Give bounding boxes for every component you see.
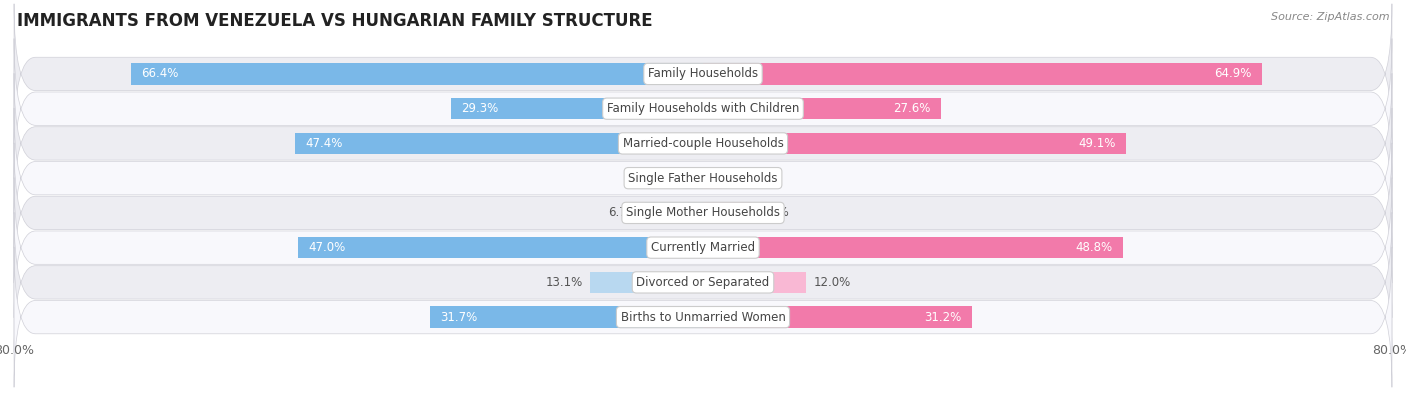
Bar: [703, 167, 721, 189]
Text: 12.0%: 12.0%: [813, 276, 851, 289]
Text: Married-couple Households: Married-couple Households: [623, 137, 783, 150]
Bar: [703, 237, 1123, 258]
Bar: [645, 202, 703, 224]
Text: Family Households: Family Households: [648, 68, 758, 81]
Bar: [703, 272, 807, 293]
Text: 66.4%: 66.4%: [142, 68, 179, 81]
Bar: [451, 98, 703, 119]
Text: 5.7%: 5.7%: [759, 207, 789, 219]
Text: IMMIGRANTS FROM VENEZUELA VS HUNGARIAN FAMILY STRUCTURE: IMMIGRANTS FROM VENEZUELA VS HUNGARIAN F…: [17, 12, 652, 30]
Bar: [703, 98, 941, 119]
Text: 48.8%: 48.8%: [1076, 241, 1114, 254]
Bar: [591, 272, 703, 293]
Text: 31.2%: 31.2%: [924, 310, 962, 324]
Text: Currently Married: Currently Married: [651, 241, 755, 254]
FancyBboxPatch shape: [14, 143, 1392, 283]
FancyBboxPatch shape: [14, 73, 1392, 214]
FancyBboxPatch shape: [14, 177, 1392, 318]
Text: 27.6%: 27.6%: [893, 102, 931, 115]
Bar: [295, 133, 703, 154]
Text: 47.0%: 47.0%: [308, 241, 346, 254]
Text: 64.9%: 64.9%: [1215, 68, 1251, 81]
Text: 31.7%: 31.7%: [440, 310, 478, 324]
Text: 47.4%: 47.4%: [305, 137, 343, 150]
Text: 13.1%: 13.1%: [546, 276, 583, 289]
Text: Single Father Households: Single Father Households: [628, 172, 778, 184]
FancyBboxPatch shape: [14, 38, 1392, 179]
Text: Divorced or Separated: Divorced or Separated: [637, 276, 769, 289]
Bar: [703, 202, 752, 224]
Text: Births to Unmarried Women: Births to Unmarried Women: [620, 310, 786, 324]
Text: 49.1%: 49.1%: [1078, 137, 1115, 150]
FancyBboxPatch shape: [14, 108, 1392, 248]
Bar: [703, 63, 1263, 85]
Bar: [703, 307, 972, 328]
Text: 6.7%: 6.7%: [609, 207, 638, 219]
FancyBboxPatch shape: [14, 247, 1392, 387]
Bar: [683, 167, 703, 189]
Text: Family Households with Children: Family Households with Children: [607, 102, 799, 115]
Text: Single Mother Households: Single Mother Households: [626, 207, 780, 219]
Text: 2.2%: 2.2%: [728, 172, 759, 184]
Bar: [703, 133, 1126, 154]
Bar: [131, 63, 703, 85]
Text: 29.3%: 29.3%: [461, 102, 498, 115]
Bar: [298, 237, 703, 258]
FancyBboxPatch shape: [14, 4, 1392, 144]
FancyBboxPatch shape: [14, 212, 1392, 353]
Text: 2.3%: 2.3%: [647, 172, 676, 184]
Bar: [430, 307, 703, 328]
Text: Source: ZipAtlas.com: Source: ZipAtlas.com: [1271, 12, 1389, 22]
Legend: Immigrants from Venezuela, Hungarian: Immigrants from Venezuela, Hungarian: [548, 391, 858, 395]
